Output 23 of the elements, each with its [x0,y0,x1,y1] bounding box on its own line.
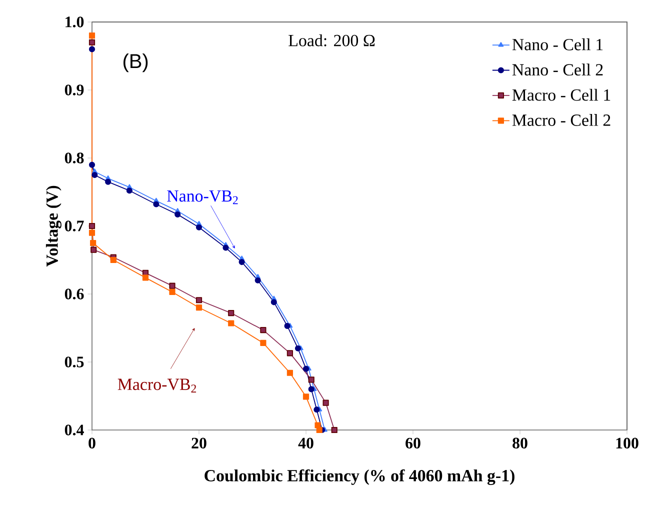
x-tick-label: 100 [616,438,638,449]
annotation: Nano-VB$_{2}$ [167,190,238,204]
y-tick-label: 0.5 [64,356,84,368]
x-tick-label: 60 [406,438,420,449]
annotation: (B) [124,54,148,72]
y-tick-label: 0.8 [64,152,84,164]
x-axis-title: Coulombic Efficiency (% of 4060 mAh g-1) [204,469,514,485]
legend-label: Nano - Cell 2 [512,64,603,76]
y-tick-label: 0.6 [64,288,84,300]
x-tick-label: 20 [192,438,206,449]
y-axis-title: Voltage (V) [46,186,62,267]
y-tick-label: 0.7 [64,220,84,232]
legend-label: Macro - Cell 2 [512,114,610,126]
y-tick-label: 0.4 [64,424,84,436]
legend-label: Macro - Cell 1 [512,88,610,101]
x-tick-label: 80 [512,438,528,449]
legend-label: Nano - Cell 1 [512,38,603,50]
x-tick-label: 0 [88,438,96,449]
x-tick-label: 40 [298,438,314,449]
y-tick-label: 0.9 [64,84,84,96]
annotation: Load: 200 Ω [288,34,375,46]
y-tick-label: 1.0 [66,16,84,28]
annotation: Macro-VB$_{2}$ [118,378,196,392]
